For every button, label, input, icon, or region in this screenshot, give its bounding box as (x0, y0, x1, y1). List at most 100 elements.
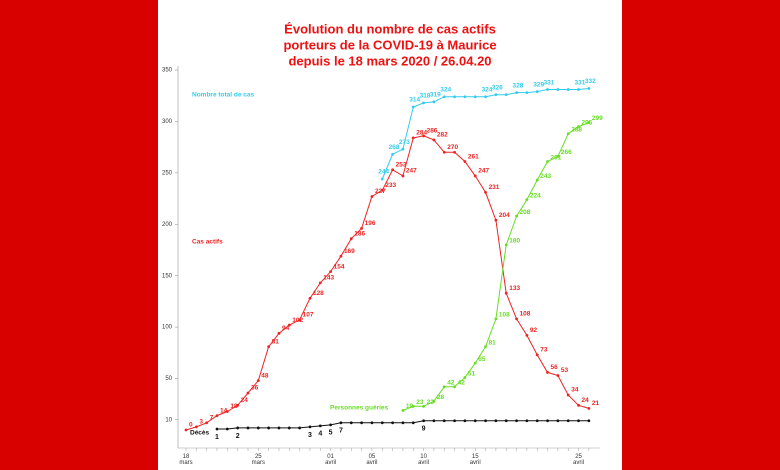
data-point (556, 374, 560, 377)
data-label: 7 (210, 415, 214, 422)
data-point (587, 419, 591, 423)
data-label: 81 (272, 338, 280, 345)
data-point (556, 88, 560, 91)
data-point (587, 87, 591, 90)
data-point (463, 95, 467, 99)
data-label: 65 (478, 356, 486, 363)
data-label: 4 (318, 431, 322, 438)
data-point (205, 421, 209, 425)
data-label: 243 (540, 173, 551, 180)
data-point (546, 160, 549, 163)
data-point (339, 254, 343, 258)
data-point (287, 426, 291, 430)
data-point (484, 419, 487, 423)
data-label: 331 (575, 79, 586, 86)
data-label: 36 (251, 385, 259, 392)
data-label: 244 (378, 169, 389, 176)
data-point (463, 376, 467, 379)
data-point (494, 93, 498, 97)
data-point (277, 331, 281, 335)
data-label: 288 (571, 126, 582, 133)
data-point (360, 227, 364, 230)
data-label: 3 (308, 432, 312, 439)
data-point (484, 95, 487, 99)
data-point (504, 93, 508, 97)
data-point (380, 188, 384, 192)
data-label: 94 (282, 325, 290, 332)
y-tick-label: 10 (165, 417, 172, 423)
data-label: 42 (447, 380, 455, 387)
data-point (422, 419, 425, 423)
data-point (184, 428, 188, 432)
data-label: 53 (561, 367, 569, 374)
data-point (287, 323, 291, 327)
data-point (401, 421, 405, 425)
x-tick-label: 15 avril (470, 454, 481, 466)
data-point (525, 333, 529, 337)
data-point (566, 88, 570, 91)
data-label: 154 (334, 263, 345, 270)
data-label: 247 (406, 168, 417, 175)
data-point (411, 404, 415, 408)
data-label: 186 (354, 230, 365, 237)
data-point (587, 407, 591, 410)
data-point (546, 88, 549, 91)
legend-label: Personnes guéries (330, 405, 389, 412)
data-point (225, 427, 229, 431)
data-point (504, 419, 508, 423)
data-label: 247 (478, 168, 489, 175)
data-point (349, 421, 353, 425)
x-tick-label: 01 avril (325, 454, 336, 466)
data-label: 34 (571, 387, 579, 394)
data-point (329, 423, 333, 427)
data-label: 204 (499, 212, 510, 219)
data-point (277, 426, 281, 430)
data-label: 324 (440, 86, 451, 93)
data-point (298, 318, 302, 322)
data-label: 5 (329, 430, 333, 437)
data-point (494, 419, 498, 423)
data-point (442, 419, 446, 423)
data-point (194, 425, 198, 429)
data-point (380, 421, 384, 425)
data-label: 51 (468, 370, 476, 377)
data-point (442, 385, 446, 389)
data-point (525, 91, 529, 95)
data-label: 266 (561, 149, 572, 156)
data-label: 329 (533, 81, 544, 88)
data-point (422, 101, 425, 105)
data-point (504, 243, 508, 247)
legend-label: Nombre total de cas (192, 92, 255, 99)
data-point (391, 152, 394, 156)
data-label: 268 (389, 144, 400, 151)
data-point (535, 90, 539, 93)
data-point (432, 419, 436, 423)
data-label: 1 (215, 434, 219, 441)
data-point (587, 121, 591, 124)
data-point (215, 414, 219, 417)
data-point (339, 421, 343, 425)
data-label: 108 (499, 312, 510, 319)
data-point (535, 353, 539, 357)
data-label: 48 (261, 372, 269, 379)
data-label: 180 (509, 238, 520, 245)
data-point (401, 409, 405, 412)
data-label: 282 (437, 132, 448, 139)
chart-title: porteurs de la COVID-19 à Maurice (283, 37, 496, 52)
data-label: 73 (540, 347, 548, 354)
data-label: 261 (468, 153, 479, 160)
data-point (515, 317, 518, 321)
data-point (432, 399, 436, 403)
data-point (473, 361, 477, 365)
data-point (256, 379, 260, 383)
data-label: 169 (344, 248, 355, 255)
data-point (515, 419, 518, 423)
data-point (370, 195, 374, 198)
data-point (556, 419, 560, 423)
data-label: 3 (199, 419, 203, 426)
data-label: 314 (409, 97, 420, 104)
data-label: 107 (303, 312, 314, 319)
data-point (370, 421, 374, 425)
